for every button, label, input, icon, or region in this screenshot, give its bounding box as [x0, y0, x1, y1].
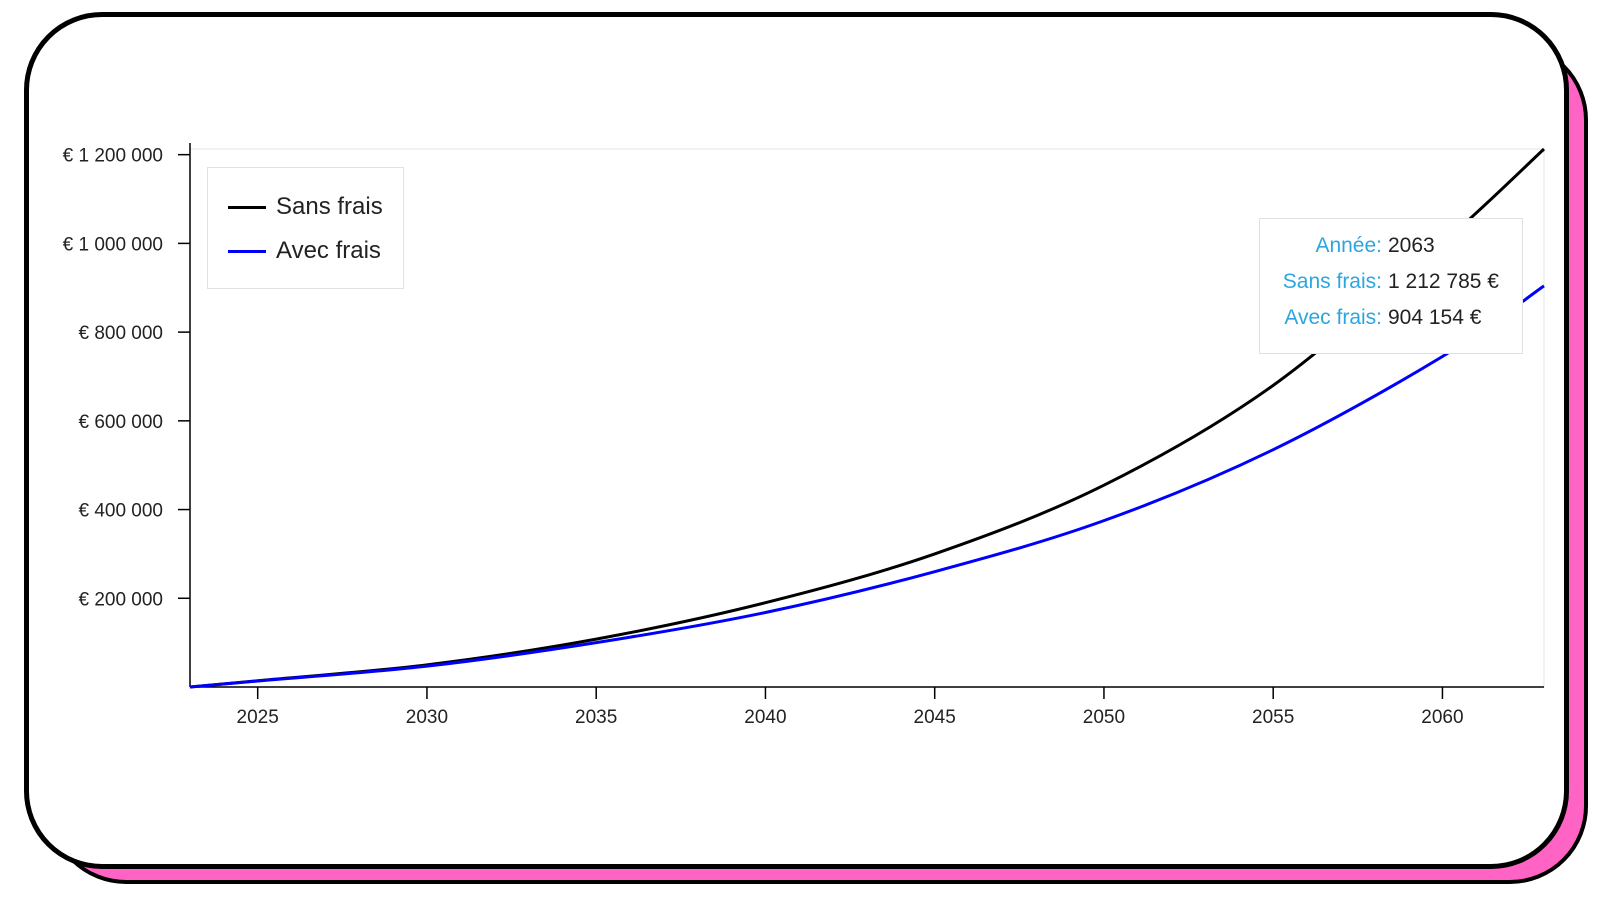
tooltip-value-year: 2063 [1388, 234, 1435, 257]
tooltip-key-avec-frais: Avec frais: [1284, 306, 1382, 329]
x-tick-label: 2025 [237, 707, 279, 728]
x-tick-label: 2035 [575, 707, 617, 728]
tooltip-value-avec-frais: 904 154 € [1388, 306, 1482, 329]
tooltip-key-year: Année: [1315, 234, 1382, 257]
x-tick-label: 2040 [744, 707, 786, 728]
legend-swatch-sans-frais [228, 205, 266, 209]
hover-tooltip: Année: 2063 Sans frais: 1 212 785 € Avec… [1259, 218, 1523, 354]
x-tick-label: 2060 [1421, 707, 1463, 728]
plot-frame [189, 143, 1545, 688]
y-tick-label: € 600 000 [78, 412, 163, 433]
legend-swatch-avec-frais [228, 249, 266, 253]
y-tick-label: € 1 000 000 [63, 234, 163, 255]
legend-label-avec-frais: Avec frais [276, 237, 381, 264]
y-tick-label: € 200 000 [78, 589, 163, 610]
legend-item-sans-frais[interactable]: Sans frais [228, 193, 383, 221]
legend-item-avec-frais[interactable]: Avec frais [228, 237, 381, 265]
y-tick-label: € 800 000 [78, 323, 163, 344]
x-axis: 2025 2030 2035 2040 2045 2050 2055 2060 [237, 687, 1464, 728]
legend-label-sans-frais: Sans frais [276, 193, 383, 220]
tooltip-value-sans-frais: 1 212 785 € [1388, 270, 1499, 293]
y-tick-label: € 1 200 000 [63, 146, 163, 167]
tooltip-row-avec-frais: Avec frais: 904 154 € [1260, 303, 1522, 333]
chart-card [24, 12, 1569, 869]
y-axis: € 200 000 € 400 000 € 600 000 € 800 000 € 1 … [63, 146, 190, 610]
x-tick-label: 2050 [1083, 707, 1125, 728]
legend: Sans frais Avec frais [207, 167, 404, 289]
tooltip-row-sans-frais: Sans frais: 1 212 785 € [1260, 267, 1522, 297]
tooltip-key-sans-frais: Sans frais: [1282, 270, 1382, 293]
x-tick-label: 2030 [406, 707, 448, 728]
x-tick-label: 2055 [1252, 707, 1294, 728]
x-tick-label: 2045 [914, 707, 956, 728]
tooltip-row-year: Année: 2063 [1260, 231, 1522, 261]
series-line-avec-frais [189, 284, 1545, 689]
y-tick-label: € 400 000 [78, 501, 163, 522]
